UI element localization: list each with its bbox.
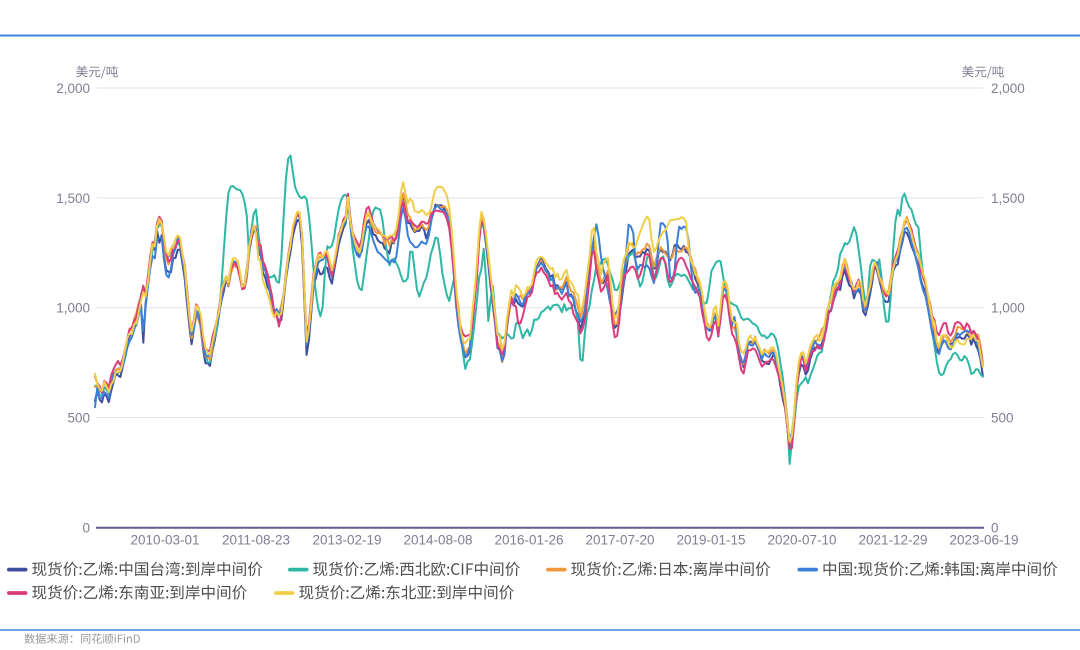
svg-text:2017-07-20: 2017-07-20 [585, 533, 654, 548]
svg-text:2019-01-15: 2019-01-15 [676, 533, 745, 548]
svg-text:0: 0 [82, 520, 90, 535]
svg-text:1,000: 1,000 [991, 301, 1025, 316]
svg-text:2011-08-23: 2011-08-23 [222, 533, 290, 548]
svg-text:1,500: 1,500 [56, 191, 90, 206]
svg-text:1,000: 1,000 [56, 301, 90, 316]
svg-text:500: 500 [67, 411, 90, 426]
svg-text:2,000: 2,000 [56, 81, 90, 96]
svg-text:2010-03-01: 2010-03-01 [130, 533, 199, 548]
svg-text:2016-01-26: 2016-01-26 [494, 533, 563, 548]
svg-text:0: 0 [991, 520, 999, 535]
svg-text:1,500: 1,500 [991, 191, 1025, 206]
svg-text:2014-08-08: 2014-08-08 [403, 533, 472, 548]
svg-text:2013-02-19: 2013-02-19 [312, 533, 381, 548]
svg-text:2,000: 2,000 [991, 81, 1025, 96]
svg-text:2020-07-10: 2020-07-10 [767, 533, 836, 548]
svg-text:2023-06-19: 2023-06-19 [949, 533, 1018, 548]
svg-text:2021-12-29: 2021-12-29 [858, 533, 927, 548]
svg-text:500: 500 [991, 411, 1014, 426]
